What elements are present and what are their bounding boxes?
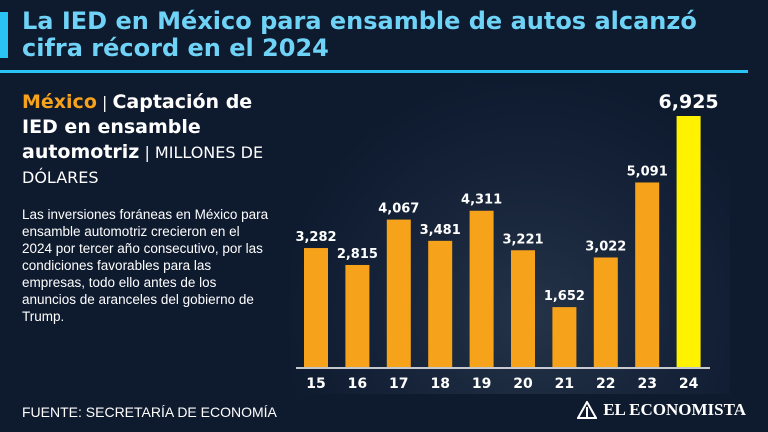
bar-20 bbox=[511, 250, 535, 367]
chart-subtitle: México | Captación de IED en ensamble au… bbox=[22, 90, 272, 190]
x-tick-19: 19 bbox=[472, 376, 491, 392]
data-label-16: 2,815 bbox=[337, 247, 378, 262]
source-note: FUENTE: SECRETARÍA DE ECONOMÍA bbox=[22, 404, 277, 420]
subtitle-separator: | bbox=[96, 93, 113, 112]
x-tick-20: 20 bbox=[513, 376, 533, 392]
data-label-17: 4,067 bbox=[378, 202, 419, 217]
title-rule bbox=[0, 70, 748, 73]
bar-chart: 3,282 15 2,815 16 4,067 17 3,481 18 4,311 19 3,221… bbox=[295, 91, 719, 392]
bar-16 bbox=[345, 264, 370, 367]
subtitle-main: Captación de IED en ensamble automotriz bbox=[22, 91, 253, 163]
x-tick-18: 18 bbox=[430, 376, 449, 392]
bar-15 bbox=[304, 248, 328, 367]
headline: La IED en México para ensamble de autos … bbox=[22, 7, 697, 62]
bar-22 bbox=[593, 257, 618, 367]
x-tick-22: 22 bbox=[596, 376, 615, 392]
subtitle-unit: MILLONES DE DÓLARES bbox=[22, 143, 264, 187]
data-label-20: 3,221 bbox=[502, 232, 543, 247]
subtitle-country: México bbox=[22, 91, 97, 113]
brand-name: EL ECONOMISTA bbox=[603, 400, 746, 419]
x-tick-16: 16 bbox=[348, 376, 367, 392]
bar-17 bbox=[386, 219, 411, 367]
data-label-19: 4,311 bbox=[461, 193, 502, 208]
bar-19 bbox=[469, 210, 494, 367]
data-label-24: 6,925 bbox=[659, 91, 719, 113]
data-label-21: 1,652 bbox=[544, 289, 585, 304]
x-tick-24: 24 bbox=[679, 376, 699, 392]
subtitle-separator-2: | bbox=[139, 143, 155, 162]
brand-logo: EL ECONOMISTA bbox=[577, 400, 746, 420]
x-tick-21: 21 bbox=[555, 376, 574, 392]
data-label-22: 3,022 bbox=[585, 239, 626, 254]
accent-bar bbox=[0, 12, 8, 58]
x-tick-23: 23 bbox=[637, 376, 656, 392]
description-text: Las inversiones foráneas en México para … bbox=[22, 207, 269, 324]
data-label-23: 5,091 bbox=[627, 164, 668, 179]
data-label-15: 3,282 bbox=[295, 230, 336, 245]
x-tick-17: 17 bbox=[389, 376, 408, 392]
bar-21 bbox=[552, 307, 577, 367]
bar-24 bbox=[676, 116, 701, 367]
chart-area: 3,282 15 2,815 16 4,067 17 3,481 18 4,311 19 3,221… bbox=[290, 84, 730, 394]
brand-icon bbox=[577, 401, 598, 419]
bar-18 bbox=[428, 240, 453, 367]
x-tick-15: 15 bbox=[306, 376, 325, 392]
bar-23 bbox=[635, 182, 660, 367]
data-label-18: 3,481 bbox=[420, 223, 461, 238]
